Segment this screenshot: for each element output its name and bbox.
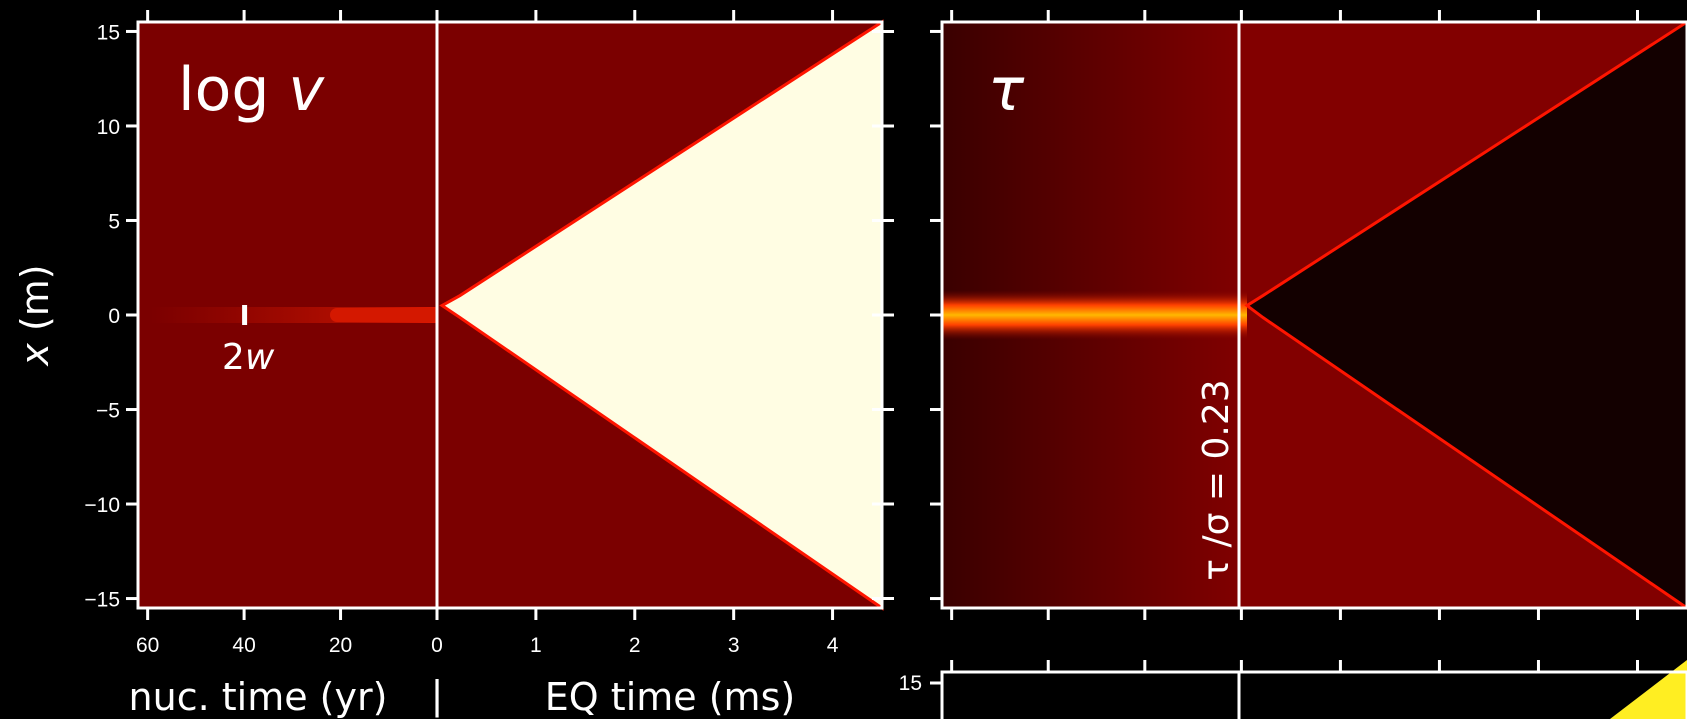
nucleation-axis-label: nuc. time (yr) — [129, 675, 388, 719]
panel2-stress-drop-region — [1244, 20, 1687, 610]
y-tick-label: −15 — [84, 589, 120, 612]
x-tick-label: 60 — [136, 634, 159, 657]
panel3-y-tick-label: 15 — [899, 672, 922, 695]
width-annotation: 2w — [222, 337, 275, 378]
x-tick-label: 3 — [728, 634, 740, 657]
panel3-ticks — [930, 660, 1639, 685]
stress-ratio-annotation: τ /σ = 0.23 — [1196, 379, 1237, 580]
panel3-background — [942, 672, 1687, 719]
panel-tau: τ τ /σ = 0.23 — [930, 10, 1687, 620]
x-tick-label: 0 — [431, 634, 443, 657]
x-tick-label: 4 — [827, 634, 839, 657]
y-tick-label: −10 — [84, 494, 120, 517]
panel1-x-ticks: 60 40 20 0 1 2 3 4 — [136, 10, 839, 657]
panel1-y-ticks: 15 10 5 0 −5 −10 −15 — [84, 21, 894, 612]
panel3-yellow-corner — [1610, 660, 1687, 719]
y-tick-label: 15 — [97, 21, 120, 44]
x-tick-label: 40 — [232, 634, 255, 657]
x-tick-label: 2 — [629, 634, 641, 657]
panel-log-v: 15 10 5 0 −5 −10 −15 60 40 20 0 1 2 3 4 log v 2w x (m… — [13, 10, 894, 719]
width-marker — [242, 305, 248, 325]
axis-separator: | — [431, 673, 444, 718]
y-tick-label: 10 — [97, 116, 120, 139]
x-tick-label: 1 — [530, 634, 542, 657]
panel1-label: log v — [178, 55, 326, 125]
y-tick-label: 5 — [108, 210, 120, 233]
panel2-stress-band — [942, 290, 1247, 340]
y-axis-label: x (m) — [13, 264, 57, 366]
y-tick-label: 0 — [108, 305, 120, 328]
eq-axis-label: EQ time (ms) — [545, 675, 795, 719]
y-tick-label: −5 — [96, 400, 120, 423]
panel2-ticks — [930, 10, 1639, 620]
panel2-label: τ — [988, 55, 1025, 125]
panel-3-partial: 15 — [899, 660, 1687, 719]
x-tick-label: 20 — [329, 634, 352, 657]
panel1-nucleation-core — [330, 308, 438, 322]
panel3-frame — [940, 670, 1687, 719]
